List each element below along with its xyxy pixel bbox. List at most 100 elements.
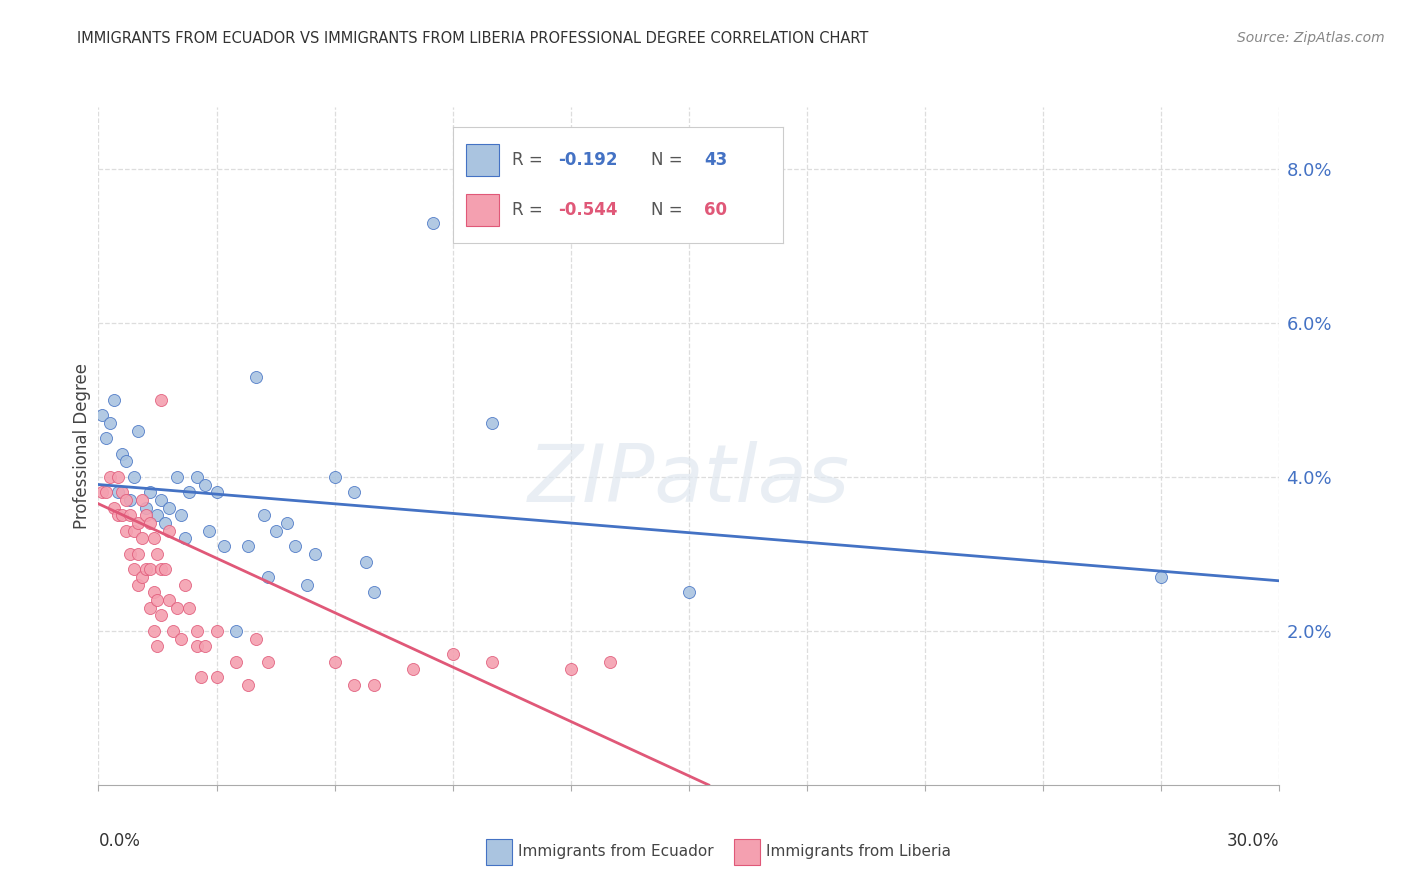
Point xyxy=(236,678,259,692)
Point xyxy=(276,516,298,530)
Point xyxy=(162,624,184,638)
Point xyxy=(363,678,385,692)
Point xyxy=(170,632,193,646)
Point xyxy=(157,593,180,607)
Point xyxy=(146,547,169,561)
Point xyxy=(190,670,212,684)
Point xyxy=(323,470,346,484)
Point xyxy=(177,485,200,500)
Point xyxy=(118,508,141,523)
Point xyxy=(1150,570,1173,584)
Point xyxy=(150,608,173,623)
Point xyxy=(118,547,141,561)
Y-axis label: Professional Degree: Professional Degree xyxy=(73,363,91,529)
Point xyxy=(186,470,208,484)
Point xyxy=(127,547,149,561)
Point xyxy=(174,577,197,591)
Point xyxy=(256,655,278,669)
Point xyxy=(177,600,200,615)
Point xyxy=(236,539,259,553)
Point xyxy=(225,624,247,638)
Point xyxy=(115,492,138,507)
Point xyxy=(131,492,153,507)
Point xyxy=(150,392,173,407)
Point xyxy=(138,485,160,500)
Point xyxy=(98,470,121,484)
Point xyxy=(131,532,153,546)
Point xyxy=(157,500,180,515)
Point xyxy=(678,585,700,599)
Point xyxy=(157,524,180,538)
FancyBboxPatch shape xyxy=(734,839,759,865)
Point xyxy=(150,492,173,507)
Point xyxy=(186,624,208,638)
Text: 0.0%: 0.0% xyxy=(98,832,141,850)
Point xyxy=(91,485,114,500)
Point xyxy=(135,508,157,523)
Point xyxy=(115,524,138,538)
Point xyxy=(205,485,228,500)
Point xyxy=(264,524,287,538)
Point xyxy=(166,600,188,615)
Point xyxy=(253,508,276,523)
Point xyxy=(96,485,118,500)
Point xyxy=(135,562,157,576)
Point xyxy=(127,577,149,591)
Point xyxy=(122,470,145,484)
Point xyxy=(111,508,134,523)
Point xyxy=(122,524,145,538)
Point xyxy=(103,392,125,407)
Point xyxy=(166,470,188,484)
Point xyxy=(122,562,145,576)
Point xyxy=(138,600,160,615)
Point xyxy=(118,492,141,507)
Text: 30.0%: 30.0% xyxy=(1227,832,1279,850)
Point xyxy=(142,532,165,546)
Point xyxy=(205,624,228,638)
Point xyxy=(131,570,153,584)
Point xyxy=(186,640,208,654)
Point xyxy=(115,454,138,468)
Point xyxy=(245,632,267,646)
Text: IMMIGRANTS FROM ECUADOR VS IMMIGRANTS FROM LIBERIA PROFESSIONAL DEGREE CORRELATI: IMMIGRANTS FROM ECUADOR VS IMMIGRANTS FR… xyxy=(77,31,869,46)
Point xyxy=(127,424,149,438)
FancyBboxPatch shape xyxy=(486,839,512,865)
Point xyxy=(111,485,134,500)
Text: Immigrants from Ecuador: Immigrants from Ecuador xyxy=(517,844,713,859)
Point xyxy=(354,555,377,569)
Point xyxy=(91,408,114,422)
Point xyxy=(96,431,118,445)
Point xyxy=(256,570,278,584)
Point xyxy=(441,647,464,661)
Point xyxy=(150,562,173,576)
Point xyxy=(343,678,366,692)
Point xyxy=(197,524,219,538)
Text: Source: ZipAtlas.com: Source: ZipAtlas.com xyxy=(1237,31,1385,45)
Point xyxy=(304,547,326,561)
Point xyxy=(194,640,217,654)
Point xyxy=(127,516,149,530)
Point xyxy=(138,516,160,530)
Point xyxy=(135,500,157,515)
Point xyxy=(111,447,134,461)
Point xyxy=(402,662,425,676)
Point xyxy=(225,655,247,669)
Point xyxy=(363,585,385,599)
Point xyxy=(284,539,307,553)
Point xyxy=(146,593,169,607)
Point xyxy=(155,562,177,576)
Point xyxy=(103,500,125,515)
Point xyxy=(155,516,177,530)
Point xyxy=(146,508,169,523)
Point xyxy=(98,416,121,430)
Point xyxy=(560,662,582,676)
Point xyxy=(599,655,621,669)
Point xyxy=(142,624,165,638)
Point xyxy=(194,477,217,491)
Point xyxy=(107,470,129,484)
Point xyxy=(174,532,197,546)
Point xyxy=(205,670,228,684)
Point xyxy=(107,508,129,523)
Text: Immigrants from Liberia: Immigrants from Liberia xyxy=(766,844,950,859)
Point xyxy=(138,562,160,576)
